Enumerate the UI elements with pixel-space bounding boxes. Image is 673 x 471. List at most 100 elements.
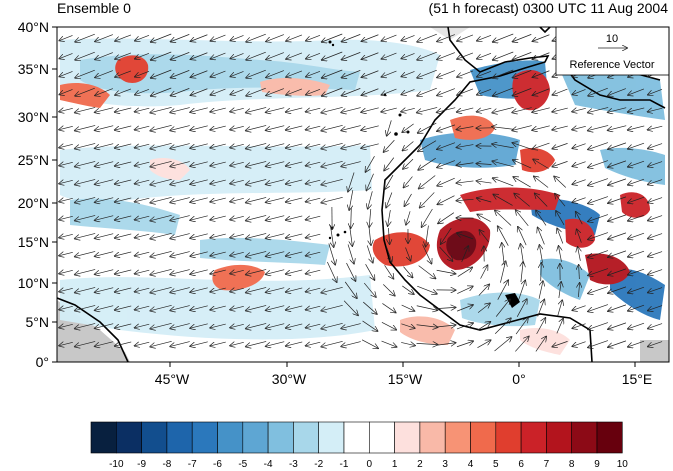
wind-arrow (246, 269, 267, 274)
wind-arrow (363, 282, 376, 297)
wind-arrow (59, 324, 73, 327)
wind-arrow (401, 304, 415, 311)
wind-arrow (608, 178, 627, 185)
wind-arrow (115, 197, 132, 202)
wind-arrow (477, 322, 491, 331)
wind-arrow (135, 70, 150, 76)
wind-arrow (480, 265, 488, 279)
wind-arrow (75, 305, 96, 310)
wind-arrow (461, 246, 469, 262)
wind-arrow (266, 161, 285, 167)
wind-arrow (418, 140, 437, 152)
wind-arrow (306, 216, 321, 220)
wind-arrow (135, 216, 150, 220)
wind-arrow (150, 178, 172, 184)
wind-arrow (230, 108, 244, 111)
wind-arrow (512, 125, 532, 131)
wind-arrow (366, 245, 373, 262)
panel-title: Ensemble 0 (57, 0, 131, 16)
wind-arrow (75, 197, 96, 202)
wind-arrow (493, 87, 514, 96)
wind-arrow (515, 318, 528, 335)
wind-arrow (150, 304, 172, 310)
wind-arrow (230, 342, 244, 345)
wind-arrow (266, 70, 284, 78)
wind-arrow (382, 52, 397, 59)
wind-arrow (170, 287, 190, 293)
colorbar-tick-label: -10 (109, 459, 124, 470)
wind-arrow (135, 34, 150, 40)
wind-arrow (348, 172, 355, 191)
wind-arrow (538, 228, 545, 245)
wind-arrow (557, 229, 564, 244)
wind-arrow (572, 143, 586, 149)
wind-arrow (361, 143, 379, 148)
wind-arrow (322, 33, 343, 42)
wind-arrow (578, 283, 579, 298)
lon-label-0: 0° (512, 371, 525, 387)
wind-arrow (416, 343, 438, 344)
wind-arrow (457, 88, 474, 95)
wind-arrow (306, 144, 321, 148)
wind-arrow (422, 244, 432, 264)
wind-arrow (246, 125, 267, 130)
wind-arrow (608, 196, 627, 203)
wind-arrow (416, 325, 438, 328)
wind-arrow (210, 161, 226, 166)
wind-arrow (477, 198, 492, 203)
wind-arrow (150, 340, 172, 346)
wind-arrow (266, 341, 285, 347)
wind-arrow (286, 251, 303, 256)
wind-arrow (628, 107, 645, 112)
wind-arrow (286, 269, 303, 274)
wind-arrow (494, 337, 512, 352)
wind-arrow (588, 196, 609, 204)
wind-arrow (401, 89, 415, 94)
wind-arrow (648, 251, 663, 257)
wind-arrow (417, 51, 437, 60)
europe-coast (539, 27, 551, 34)
wind-arrow (306, 306, 321, 310)
wind-arrow (230, 162, 244, 165)
wind-arrow (170, 161, 190, 167)
wind-arrow (170, 197, 190, 203)
wind-arrow (210, 215, 226, 220)
colorbar-box (293, 421, 319, 454)
wind-arrow (95, 161, 114, 167)
wind-arrow (500, 261, 505, 283)
wind-arrow (322, 87, 343, 96)
wind-arrow (342, 52, 361, 59)
wind-arrow (151, 87, 172, 96)
wind-arrow (170, 143, 190, 149)
wind-arrow (494, 318, 511, 334)
wind-arrow (477, 70, 492, 76)
wind-arrow (457, 52, 474, 59)
wind-arrow (115, 143, 132, 148)
wind-arrow (286, 233, 303, 238)
wind-arrow (171, 88, 190, 95)
wind-arrow (385, 174, 394, 189)
wind-arrow (191, 70, 208, 78)
wind-arrow (382, 88, 397, 95)
wind-arrow (95, 179, 114, 185)
wind-arrow (553, 88, 568, 95)
wind-arrow (150, 106, 172, 112)
wind-arrow (210, 305, 226, 310)
wind-arrow (151, 69, 172, 78)
wind-arrow (648, 161, 663, 167)
wind-arrow (191, 34, 208, 42)
wind-arrow (95, 70, 113, 78)
wind-arrow (648, 323, 663, 329)
wind-arrow (135, 108, 150, 112)
wind-arrow (75, 125, 96, 130)
wind-arrow (382, 303, 395, 312)
colorbar-tick-label: -2 (314, 459, 323, 470)
colorbar-box (368, 421, 395, 454)
wind-arrow (608, 286, 627, 293)
wind-arrow (493, 51, 514, 60)
wind-arrow (321, 196, 343, 202)
forecast-time-title: (51 h forecast) 0300 UTC 11 Aug 2004 (428, 0, 668, 16)
wind-arrow (437, 177, 455, 186)
colorbar-box (166, 421, 193, 454)
wind-arrow (588, 160, 609, 168)
